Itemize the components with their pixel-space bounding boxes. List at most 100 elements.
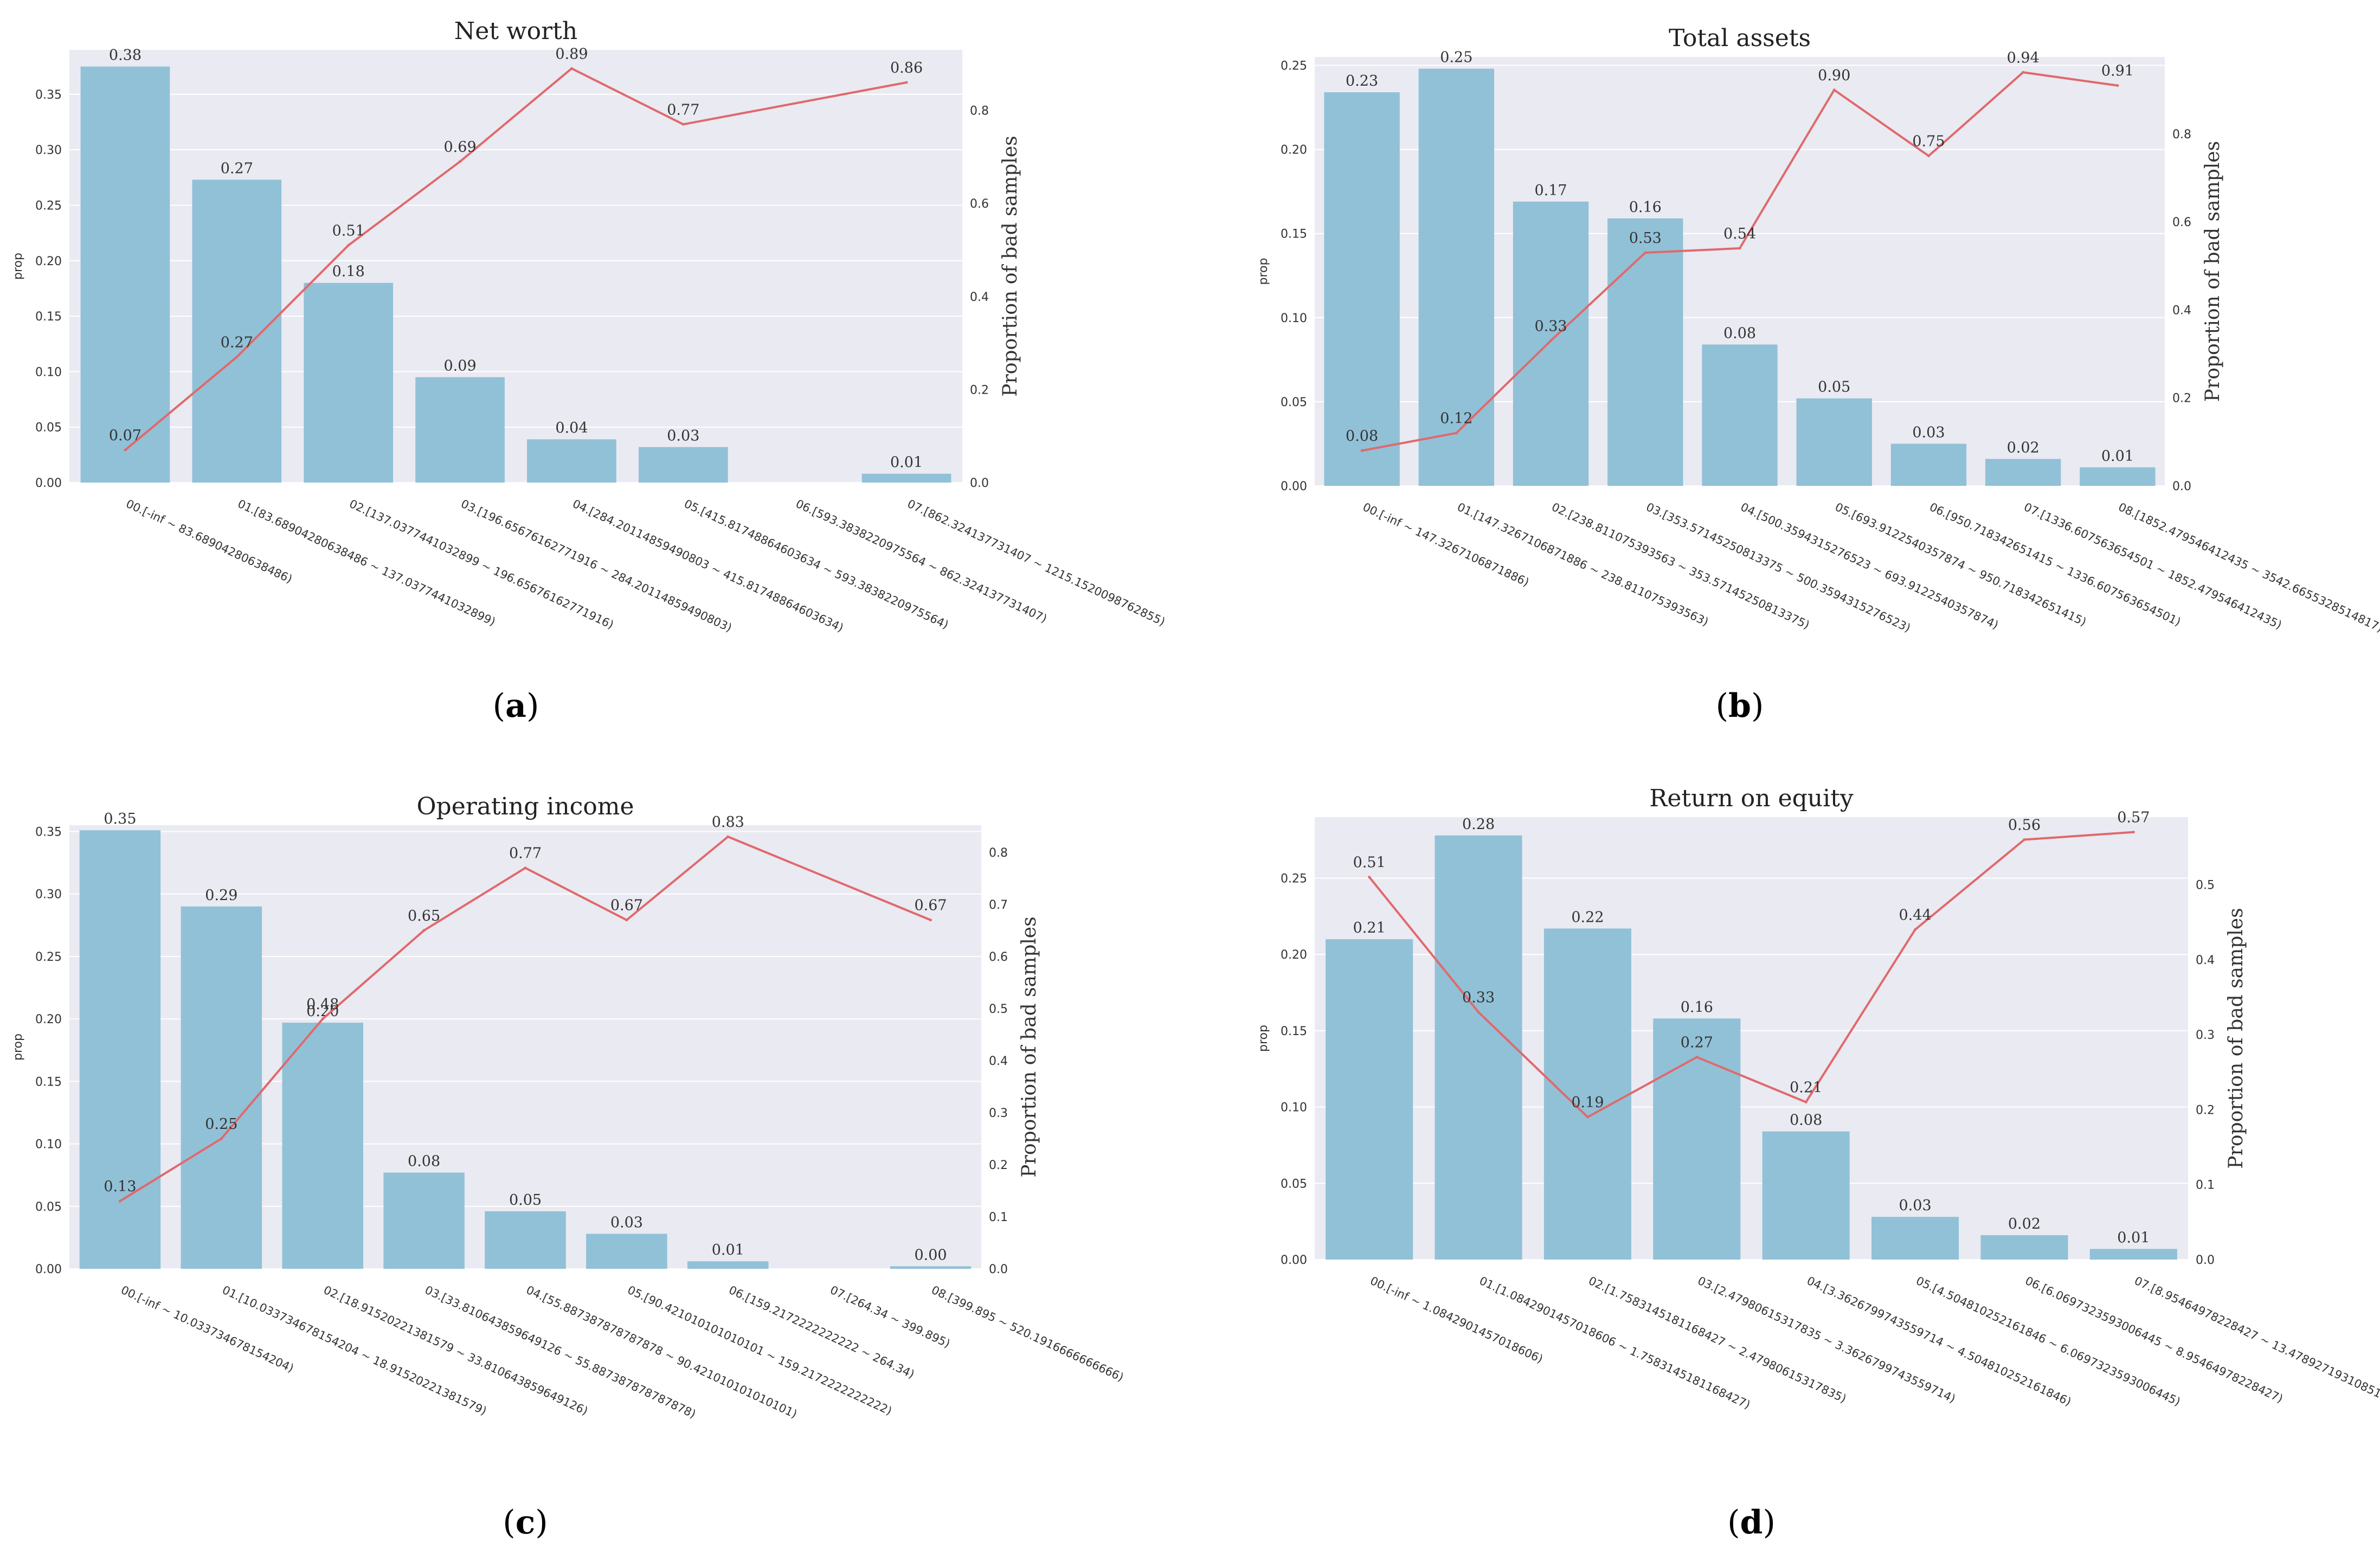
bad-rate-line-segment <box>1833 88 1930 157</box>
bad-rate-value-label: 0.53 <box>1629 230 1662 247</box>
bar-value-label: 0.25 <box>1440 49 1472 66</box>
panel-label: (b) <box>1716 687 1764 725</box>
bad-rate-value-label: 0.91 <box>2101 63 2134 80</box>
bad-rate-line-segment <box>682 81 908 126</box>
bad-rate-point <box>524 866 527 870</box>
bar-value-label: 0.23 <box>1346 73 1378 89</box>
bar <box>1985 459 2061 486</box>
bad-rate-point <box>422 929 426 932</box>
y2-tick-label: 0.2 <box>2196 1103 2215 1117</box>
bad-rate-point <box>1477 1011 1480 1014</box>
bar-value-label: 0.03 <box>1899 1197 1932 1214</box>
bad-rate-value-label: 0.57 <box>2117 810 2150 826</box>
bad-rate-line-segment <box>459 67 573 163</box>
bad-rate-value-label: 0.69 <box>444 139 477 156</box>
panel-paren-close: ) <box>1751 687 1764 725</box>
bar-value-label: 0.17 <box>1534 182 1567 199</box>
bad-rate-point <box>1804 1101 1807 1104</box>
bad-rate-value-label: 0.77 <box>667 101 699 118</box>
bar <box>687 1261 769 1269</box>
y2-tick-label: 0.4 <box>970 291 989 304</box>
panel-paren-close: ) <box>535 1504 548 1542</box>
bar <box>1980 1235 2068 1260</box>
bad-rate-value-label: 0.94 <box>2007 49 2040 66</box>
bad-rate-line-segment <box>1368 876 1480 1013</box>
y-tick-label: 0.15 <box>1281 228 1307 241</box>
bad-rate-line-segment <box>124 356 238 451</box>
bad-rate-line-segment <box>1455 339 1552 434</box>
bar-value-label: 0.09 <box>444 358 477 375</box>
bar <box>1513 201 1589 486</box>
bad-rate-value-label: 0.67 <box>610 897 643 914</box>
y2-tick-label: 0.5 <box>2196 878 2215 892</box>
bad-rate-line-segment <box>1695 1056 1807 1103</box>
y2-tick-label: 0.2 <box>970 383 989 397</box>
panel-paren-open: ( <box>1716 687 1728 725</box>
chart-total-assets: 0.00 0.05 0.10 0.15 0.20 0.25 0.0 0.2 0.4 0.6 0.8 0… <box>1257 24 2380 725</box>
bad-rate-value-label: 0.65 <box>408 908 440 924</box>
x-tick-label: 08.[399.895 ~ 520.1916666666666) <box>929 1283 1125 1384</box>
bar <box>415 377 505 483</box>
y-tick-label: 0.10 <box>1281 1101 1307 1115</box>
y2-tick-label: 0.8 <box>2172 128 2191 142</box>
bad-rate-point <box>726 835 730 838</box>
y2-tick-label: 0.1 <box>2196 1179 2215 1192</box>
y-tick-label: 0.30 <box>35 888 62 902</box>
y-tick-label: 0.10 <box>35 1138 62 1152</box>
bar <box>2080 467 2156 486</box>
chart-title: Return on equity <box>1649 785 1854 812</box>
y-axis-label: prop <box>11 1033 25 1061</box>
bar <box>383 1172 465 1269</box>
chart-title: Total assets <box>1669 24 1811 52</box>
bar <box>485 1211 566 1269</box>
y-tick-label: 0.00 <box>35 1263 62 1276</box>
bar-value-label: 0.01 <box>2117 1229 2150 1246</box>
bar <box>638 447 728 483</box>
bar <box>890 1266 972 1269</box>
bar-value-label: 0.38 <box>109 47 141 64</box>
bar-value-label: 0.08 <box>1723 325 1756 342</box>
y2-tick-label: 0.7 <box>989 898 1008 912</box>
y-tick-label: 0.05 <box>35 421 62 435</box>
bad-rate-point <box>459 160 462 163</box>
bad-rate-line-segment <box>1586 1056 1698 1119</box>
bar <box>1762 1131 1850 1260</box>
bad-rate-line-segment <box>625 836 729 921</box>
panel-paren-open: ( <box>493 687 505 725</box>
bad-rate-value-label: 0.27 <box>221 334 253 351</box>
y-tick-label: 0.30 <box>35 144 62 157</box>
bad-rate-point <box>1455 432 1458 435</box>
bar-value-label: 0.01 <box>2101 448 2134 465</box>
bad-rate-point <box>235 355 239 358</box>
x-tick-label: 06.[159.2172222222222 ~ 264.34) <box>727 1283 917 1381</box>
bar-value-label: 0.00 <box>914 1247 947 1263</box>
panel-letter: b <box>1728 687 1751 725</box>
bar <box>1326 939 1413 1260</box>
bad-rate-line-segment <box>726 836 932 921</box>
y2-tick-label: 0.4 <box>2196 954 2215 967</box>
bad-rate-point <box>570 67 573 70</box>
bar-value-label: 0.08 <box>408 1153 440 1170</box>
x-tick-label: 00.[-inf ~ 147.3267106871886) <box>1361 500 1531 589</box>
bad-rate-value-label: 0.08 <box>1346 428 1378 445</box>
y-axis-label: prop <box>1257 258 1270 285</box>
bar-value-label: 0.01 <box>712 1242 744 1258</box>
bad-rate-line-segment <box>1644 247 1741 254</box>
bad-rate-value-label: 0.90 <box>1818 67 1850 84</box>
bad-rate-point <box>1927 155 1930 158</box>
bar-value-label: 0.02 <box>2007 439 2040 456</box>
bar <box>527 439 616 483</box>
panel-paren-close: ) <box>526 687 539 725</box>
bar <box>1607 218 1683 486</box>
y-tick-label: 0.20 <box>1281 948 1307 962</box>
chart-title: Operating income <box>416 793 634 820</box>
y2-tick-label: 0.5 <box>989 1003 1008 1016</box>
panel-label: (c) <box>503 1504 548 1542</box>
y-tick-label: 0.05 <box>1281 1177 1307 1191</box>
bad-rate-value-label: 0.54 <box>1723 226 1756 242</box>
chart-return-on-equity: 0.00 0.05 0.10 0.15 0.20 0.25 0.0 0.1 0.2 0.3 0.4 0… <box>1257 785 2380 1542</box>
y2-axis-label: Proportion of bad samples <box>2202 141 2224 402</box>
panel-letter: d <box>1740 1504 1763 1542</box>
y2-tick-label: 0.3 <box>989 1107 1008 1120</box>
bad-rate-line-segment <box>2022 71 2119 87</box>
